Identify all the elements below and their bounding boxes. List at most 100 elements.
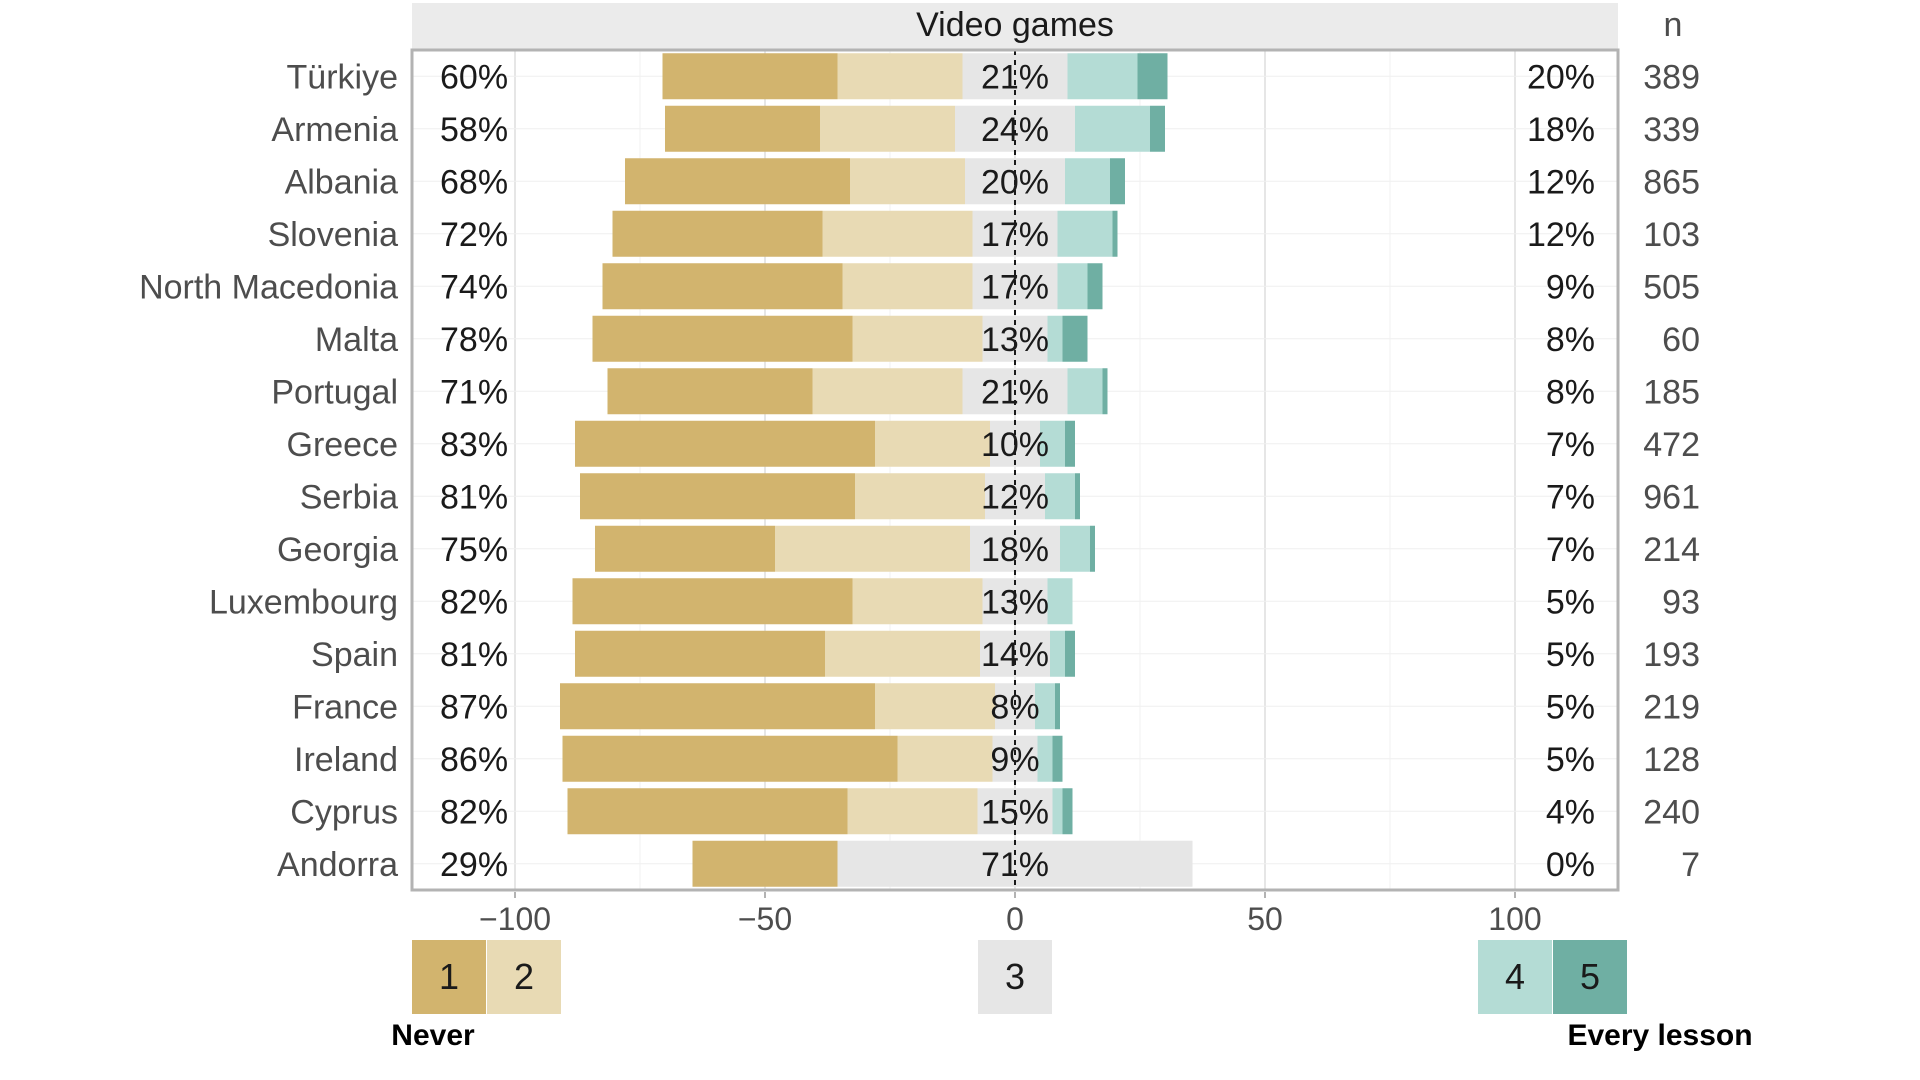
- legend-swatch-1: [412, 940, 486, 1014]
- bar-georgia-s1: [595, 525, 775, 572]
- x-tick-label: 100: [1488, 901, 1541, 937]
- right-total-label: 5%: [1546, 636, 1595, 674]
- bar-cyprus-s5: [1062, 788, 1073, 835]
- neutral-total-label: 13%: [981, 583, 1049, 621]
- bar-turkiye-s1: [662, 53, 838, 100]
- bar-serbia-s4: [1045, 473, 1075, 520]
- legend-swatch-3: [978, 940, 1052, 1014]
- category-label: Spain: [311, 636, 398, 674]
- sample-size-label: 103: [1643, 216, 1700, 254]
- category-label: Luxembourg: [209, 583, 398, 621]
- legend-label: 5: [1580, 956, 1600, 997]
- bar-north-macedonia-s1: [602, 263, 843, 310]
- right-total-label: 5%: [1546, 741, 1595, 779]
- bar-slovenia-s2: [822, 210, 973, 257]
- sample-size-label: 339: [1643, 111, 1700, 149]
- bars: [560, 53, 1193, 887]
- bar-georgia-s2: [775, 525, 970, 572]
- neutral-total-label: 12%: [981, 478, 1049, 516]
- legend-left-end-label: Never: [391, 1019, 475, 1052]
- sample-size-label: 214: [1643, 531, 1700, 569]
- right-total-label: 12%: [1527, 163, 1595, 201]
- neutral-total-label: 18%: [981, 531, 1049, 569]
- legend: 1 2 3 4 5 Never Every lesson: [391, 940, 1753, 1052]
- bar-portugal-s2: [812, 368, 963, 415]
- left-total-label: 75%: [440, 531, 508, 569]
- bar-spain-s2: [825, 630, 980, 677]
- right-total-label: 0%: [1546, 846, 1595, 884]
- bar-slovenia-s4: [1057, 210, 1113, 257]
- bar-greece-s1: [575, 420, 875, 467]
- legend-label: 1: [439, 956, 459, 997]
- bar-ireland-s4: [1037, 735, 1053, 782]
- left-total-label: 81%: [440, 636, 508, 674]
- bar-turkiye-s4: [1067, 53, 1138, 100]
- bar-spain-s1: [575, 630, 825, 677]
- right-total-label: 18%: [1527, 111, 1595, 149]
- bar-portugal-s1: [607, 368, 813, 415]
- x-axis: −100 −50 0 50 100: [479, 892, 1542, 937]
- bar-slovenia-s1: [612, 210, 823, 257]
- neutral-total-label: 17%: [981, 216, 1049, 254]
- category-label: Albania: [285, 163, 399, 201]
- bar-cyprus-s4: [1052, 788, 1063, 835]
- category-label: Greece: [287, 426, 399, 464]
- sample-size-label: 472: [1643, 426, 1700, 464]
- bar-spain-s5: [1065, 630, 1075, 677]
- right-total-label: 4%: [1546, 793, 1595, 831]
- category-label: Türkiye: [287, 58, 398, 96]
- chart-title: Video games: [916, 6, 1114, 44]
- left-total-label: 82%: [440, 793, 508, 831]
- right-total-label: 20%: [1527, 58, 1595, 96]
- left-total-label: 71%: [440, 373, 508, 411]
- bar-ireland-s5: [1052, 735, 1063, 782]
- left-total-label: 87%: [440, 688, 508, 726]
- neutral-total-label: 17%: [981, 268, 1049, 306]
- left-total-label: 29%: [440, 846, 508, 884]
- left-total-label: 81%: [440, 478, 508, 516]
- category-label: Malta: [315, 321, 398, 359]
- plot-border: [410, 48, 1620, 892]
- bar-serbia-s1: [580, 473, 855, 520]
- sample-size-label: 961: [1643, 478, 1700, 516]
- left-total-label: 82%: [440, 583, 508, 621]
- bar-georgia-s5: [1090, 525, 1095, 572]
- left-total-label: 78%: [440, 321, 508, 359]
- legend-right-end-label: Every lesson: [1567, 1019, 1752, 1052]
- bar-armenia-s4: [1075, 105, 1150, 152]
- bar-luxembourg-s2: [852, 578, 983, 625]
- left-total-label: 68%: [440, 163, 508, 201]
- sample-size-label: 7: [1681, 846, 1700, 884]
- neutral-total-label: 71%: [981, 846, 1049, 884]
- right-total-label: 9%: [1546, 268, 1595, 306]
- bar-albania-s1: [625, 158, 850, 205]
- bar-malta-s4: [1047, 315, 1063, 362]
- category-label: Portugal: [271, 373, 398, 411]
- left-total-label: 74%: [440, 268, 508, 306]
- legend-label: 4: [1505, 956, 1525, 997]
- right-total-label: 12%: [1527, 216, 1595, 254]
- bar-cyprus-s2: [847, 788, 978, 835]
- bar-greece-s4: [1040, 420, 1065, 467]
- value-labels: 60% 21% 20% 58% 24% 18% 68% 20% 12% 72% 17% 12% 74% 1…: [440, 58, 1595, 884]
- bar-armenia-s5: [1150, 105, 1165, 152]
- category-label: Armenia: [271, 111, 398, 149]
- neutral-total-label: 24%: [981, 111, 1049, 149]
- right-total-label: 5%: [1546, 688, 1595, 726]
- n-column-header: n: [1664, 6, 1683, 44]
- category-label: Serbia: [300, 478, 398, 516]
- sample-size-label: 219: [1643, 688, 1700, 726]
- bar-france-s5: [1055, 683, 1060, 730]
- left-total-label: 60%: [440, 58, 508, 96]
- bar-france-s1: [560, 683, 875, 730]
- bar-greece-s5: [1065, 420, 1075, 467]
- bar-north-macedonia-s4: [1057, 263, 1088, 310]
- bar-malta-s1: [592, 315, 853, 362]
- bar-malta-s2: [852, 315, 983, 362]
- bar-georgia-s4: [1060, 525, 1090, 572]
- neutral-total-label: 15%: [981, 793, 1049, 831]
- left-total-label: 72%: [440, 216, 508, 254]
- bar-portugal-s4: [1067, 368, 1103, 415]
- bar-malta-s5: [1062, 315, 1088, 362]
